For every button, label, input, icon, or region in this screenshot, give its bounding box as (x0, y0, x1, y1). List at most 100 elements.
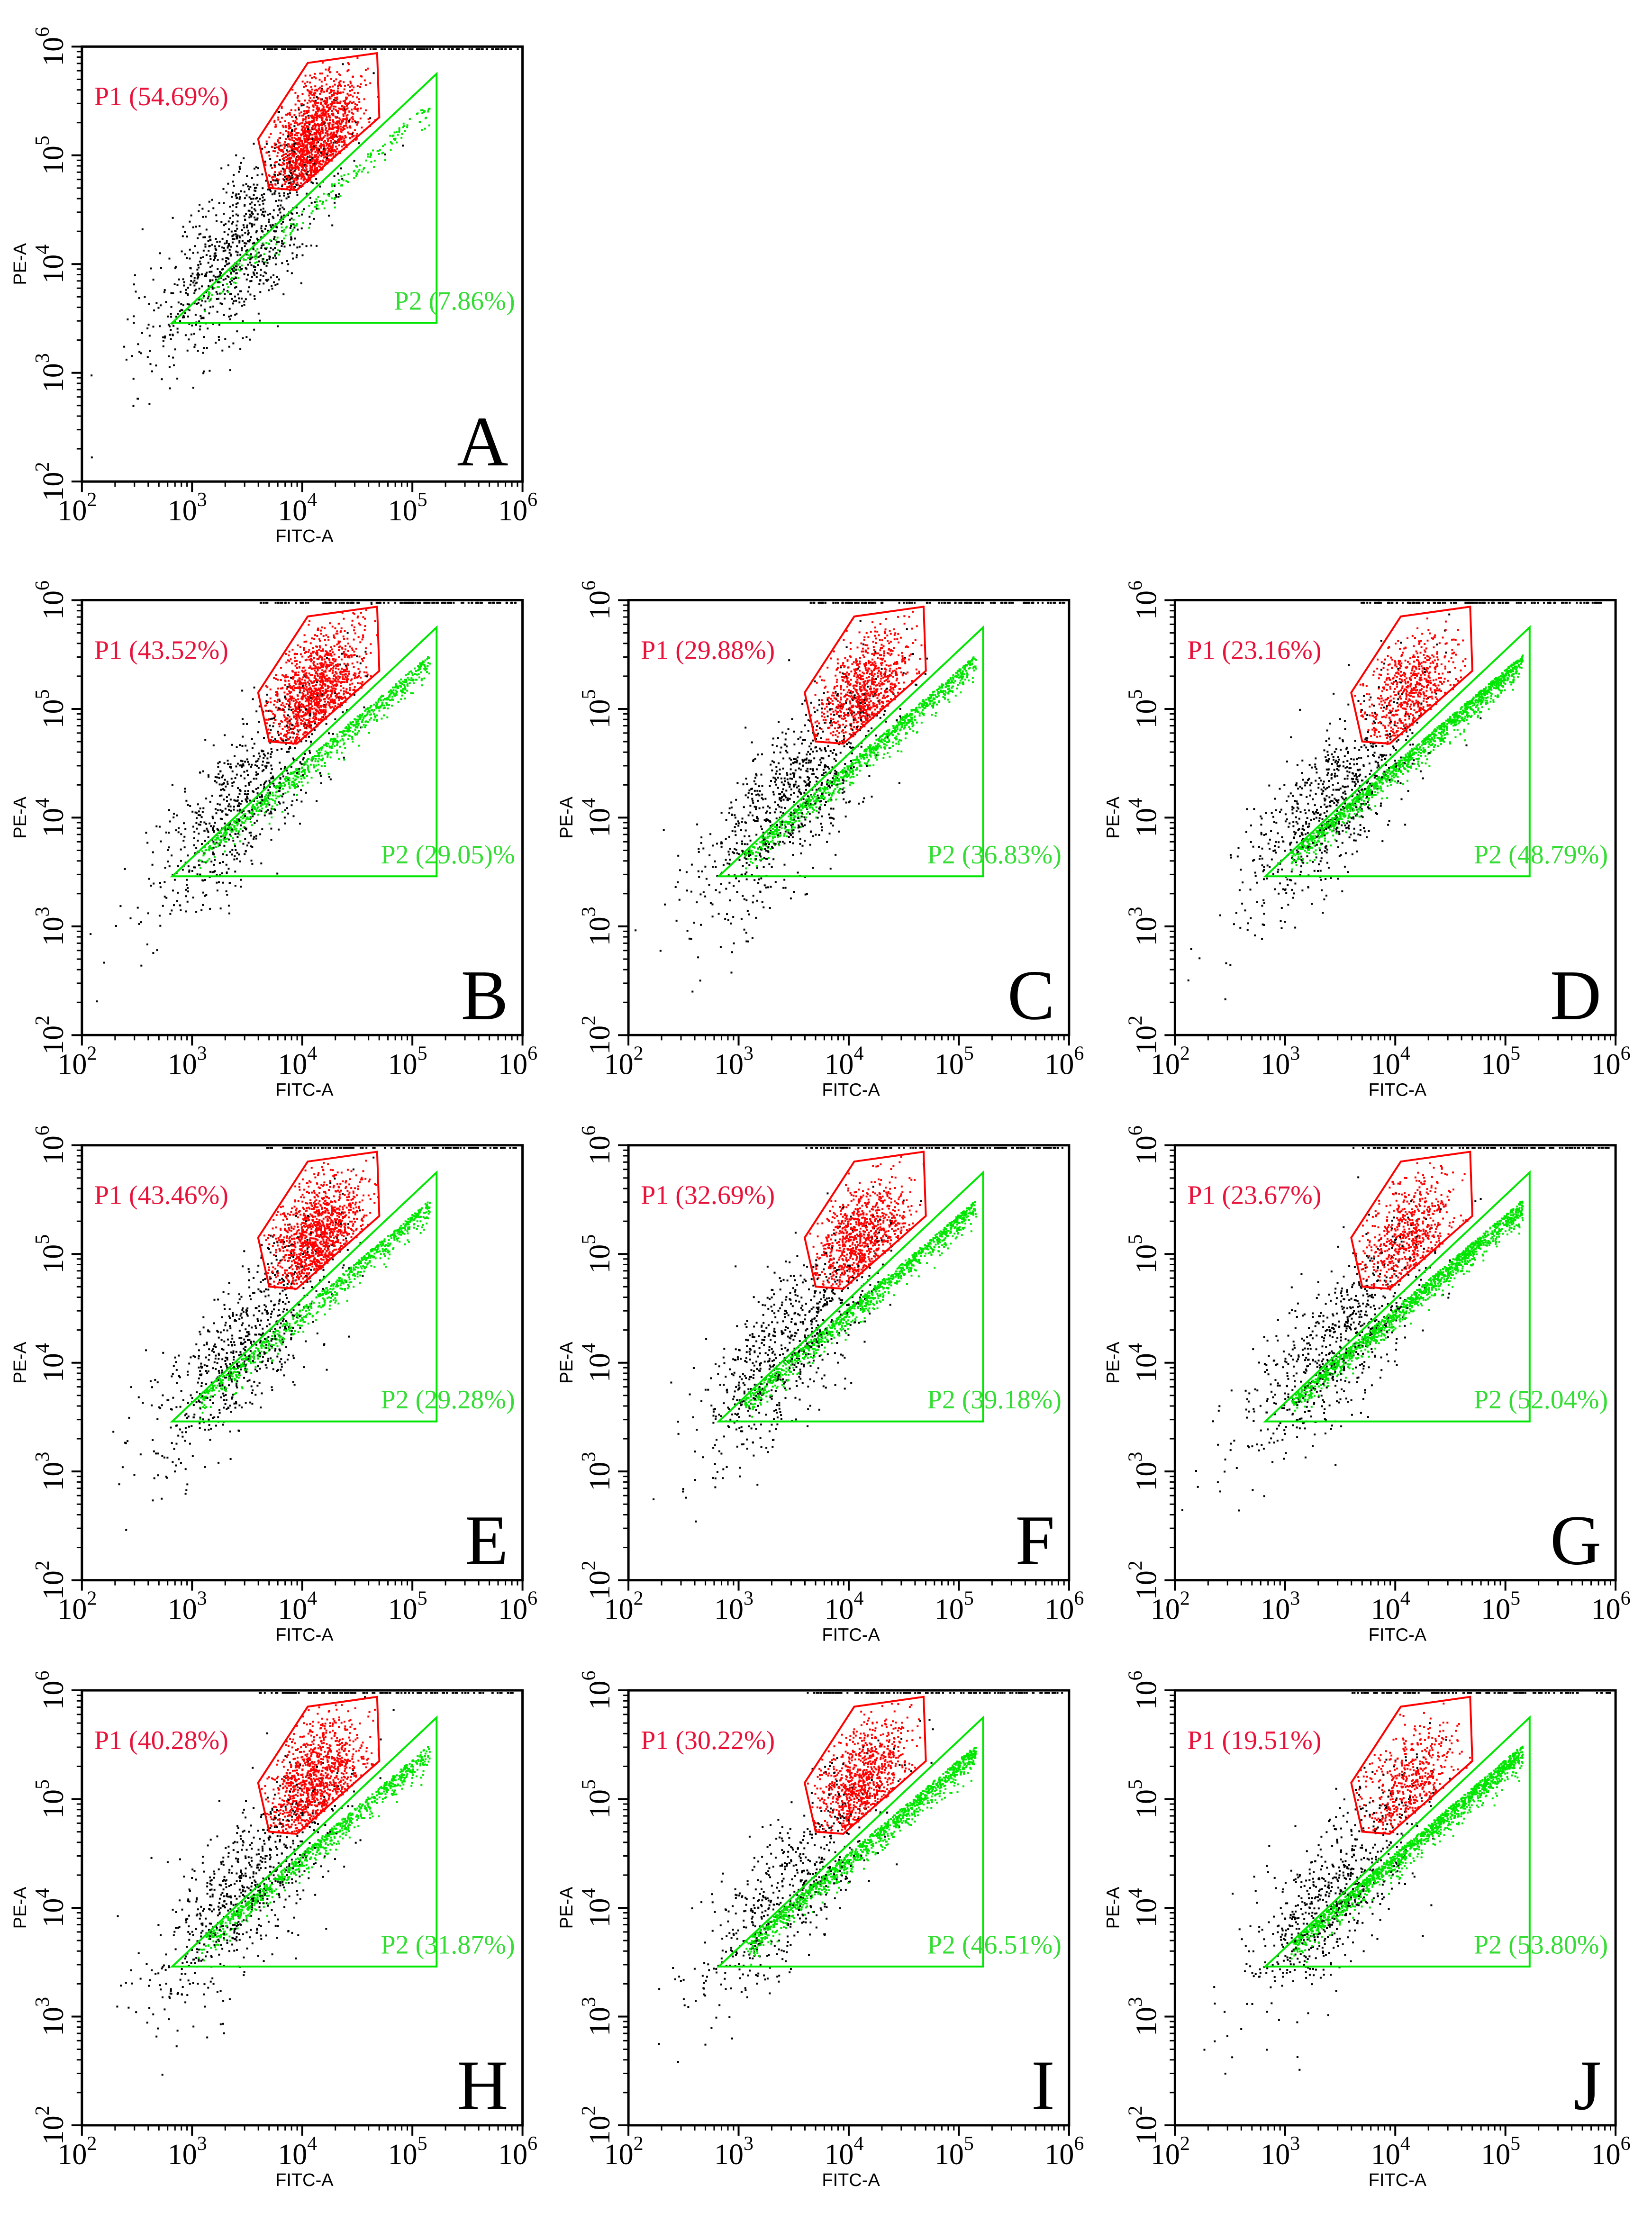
event-dot (177, 328, 179, 330)
event-dot (231, 231, 233, 233)
event-dot (230, 278, 232, 280)
event-dot (195, 289, 197, 290)
event-dot (185, 292, 187, 294)
event-dot (244, 205, 245, 207)
event-dot (169, 366, 171, 368)
event-dot (190, 280, 192, 282)
event-dot (321, 81, 323, 82)
event-dot (300, 171, 302, 172)
event-dot (191, 334, 192, 336)
event-dot (277, 205, 279, 207)
event-dot (266, 143, 268, 145)
event-dot (296, 118, 298, 120)
event-dot (227, 263, 228, 265)
event-dot (241, 264, 243, 266)
event-dot (171, 292, 172, 294)
event-dot (282, 293, 284, 295)
event-dot (274, 176, 276, 178)
event-dot (237, 269, 239, 271)
event-dot (284, 183, 286, 185)
event-dot (344, 137, 345, 139)
event-dot (283, 147, 285, 149)
event-dot (222, 284, 224, 286)
event-dot (338, 179, 340, 181)
event-dot (196, 269, 198, 271)
event-dot (200, 298, 202, 300)
event-dot (232, 242, 234, 244)
event-dot (338, 182, 340, 184)
event-dot (329, 86, 331, 88)
event-dot (216, 291, 218, 293)
event-dot (303, 104, 305, 106)
event-dot (307, 102, 309, 104)
event-dot (213, 275, 215, 277)
event-dot (374, 160, 376, 162)
event-dot (328, 195, 330, 197)
event-dot (290, 148, 292, 150)
event-dot (228, 263, 230, 264)
event-dot (189, 249, 191, 251)
event-dot (239, 266, 241, 268)
event-dot (273, 192, 275, 194)
event-dot (308, 107, 310, 109)
event-dot (177, 313, 179, 315)
event-dot (236, 237, 238, 239)
event-dot (384, 159, 386, 161)
event-dot (300, 148, 302, 150)
event-dot (281, 164, 283, 166)
event-dot (323, 106, 325, 108)
event-dot (257, 264, 259, 266)
event-dot (355, 165, 357, 167)
event-dot (91, 456, 93, 458)
event-dot (216, 241, 218, 243)
event-dot (169, 258, 171, 260)
event-dot (230, 283, 232, 285)
event-dot (247, 264, 249, 266)
event-dot (126, 359, 127, 361)
event-dot (335, 122, 336, 124)
event-dot (193, 285, 195, 287)
event-dot (283, 195, 285, 197)
event-dot (189, 309, 191, 311)
event-dot (424, 128, 426, 130)
event-dot (280, 132, 281, 134)
event-dot (304, 178, 306, 180)
event-dot (304, 100, 306, 101)
event-dot (337, 196, 339, 198)
event-dot (324, 152, 326, 154)
event-dot (182, 304, 184, 306)
event-dot (204, 244, 206, 245)
event-dot (203, 371, 205, 372)
event-dot (311, 150, 313, 152)
event-dot (324, 79, 326, 81)
event-dot (307, 89, 309, 91)
event-dot (319, 137, 321, 139)
event-dot (249, 294, 251, 296)
event-dot (180, 291, 182, 293)
event-dot (238, 193, 240, 195)
event-dot (159, 252, 161, 254)
event-dot (251, 276, 253, 278)
event-dot (305, 85, 307, 87)
event-dot (281, 240, 283, 242)
event-dot (244, 242, 245, 244)
event-dot (249, 203, 251, 205)
event-dot (232, 192, 234, 194)
event-dot (399, 129, 400, 131)
event-dot (327, 113, 329, 115)
event-dot (138, 351, 140, 353)
event-dot (355, 175, 357, 177)
event-dot (273, 209, 275, 211)
event-dot (319, 166, 321, 168)
event-dot (308, 142, 310, 144)
event-dot (332, 113, 334, 115)
event-dot (209, 255, 211, 257)
event-dot (186, 257, 188, 259)
event-dot (192, 387, 194, 389)
event-dot (172, 325, 174, 327)
event-dot (204, 308, 206, 310)
panel-A: P1 (54.69%)P2 (7.86%)A102102103103104104… (10, 27, 537, 546)
event-dot (285, 156, 287, 158)
event-dot (169, 388, 171, 390)
event-dot (314, 201, 316, 203)
